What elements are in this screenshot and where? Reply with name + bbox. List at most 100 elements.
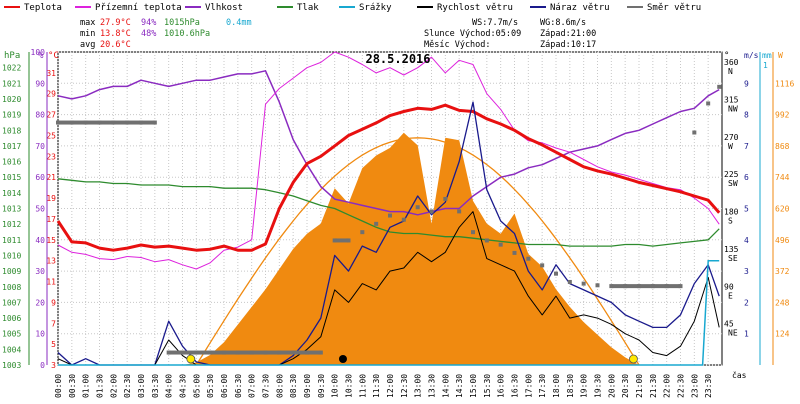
celsius-tick-label: 7 (51, 319, 56, 328)
celsius-tick-label: 31 (46, 69, 56, 78)
wind-tick-label: 1 (744, 330, 749, 339)
percent-tick-label: 100 (31, 48, 46, 57)
percent-tick-label: 70 (35, 142, 45, 151)
legend-label-hum: Vlhkost (205, 3, 243, 13)
info-wind-speed: WS:7.7m/s (472, 18, 518, 28)
celsius-tick-label: 27 (46, 111, 56, 120)
hpa-tick-label: 1018 (2, 126, 21, 135)
x-tick-label: 15:00 (469, 374, 478, 398)
celsius-tick-label: 17 (46, 215, 56, 224)
wind-direction-point (581, 281, 586, 286)
x-tick-label: 18:00 (552, 374, 561, 398)
stat-min-pressure: 1010.6hPa (164, 29, 210, 39)
direction-tick-label: NE (728, 329, 738, 338)
hpa-tick-label: 1004 (2, 345, 21, 354)
x-tick-label: 17:00 (524, 374, 533, 398)
wind-direction-point (457, 209, 462, 214)
x-tick-label: 18:30 (566, 374, 575, 398)
direction-tick-label: S (728, 217, 733, 226)
percent-tick-label: 0 (40, 361, 45, 370)
moon-marker (338, 355, 347, 363)
x-tick-label: 07:00 (248, 374, 257, 398)
direction-tick-value: 45 (724, 320, 734, 329)
temperature-line (56, 103, 721, 252)
wind-tick-label: 8 (744, 111, 749, 120)
direction-tick-value: 225 (724, 170, 739, 179)
x-tick-label: 13:00 (414, 374, 423, 398)
stat-max-rain: 0.4mm (226, 18, 252, 28)
solar-area (182, 132, 639, 365)
percent-tick-label: 40 (35, 236, 45, 245)
hpa-tick-label: 1020 (2, 95, 21, 104)
wind-direction-point (484, 238, 489, 243)
rain-line (58, 259, 720, 366)
x-tick-label: 20:30 (621, 374, 630, 398)
celsius-tick-label: 19 (46, 194, 56, 203)
direction-tick-label: NW (728, 104, 738, 113)
hpa-tick-label: 1017 (2, 142, 21, 151)
x-tick-label: 04:00 (165, 374, 174, 398)
hpa-tick-label: 1007 (2, 298, 21, 307)
x-tick-label: 11:30 (372, 374, 381, 398)
solar-tick-label: 620 (775, 205, 790, 214)
hpa-tick-label: 1014 (2, 189, 21, 198)
wind-direction-point (526, 256, 531, 261)
wind-direction-point (692, 130, 697, 135)
wind-direction-point (346, 238, 351, 243)
percent-tick-label: 80 (35, 111, 45, 120)
wind-speed-line (57, 211, 720, 366)
solar-tick-label: 248 (775, 298, 790, 307)
x-tick-label: 01:30 (96, 374, 105, 398)
info-wind-gust: WG:8.6m/s (540, 18, 586, 28)
x-tick-label: 09:00 (303, 374, 312, 398)
wind-direction-point (152, 120, 157, 125)
x-tick-label: 12:30 (400, 374, 409, 398)
x-tick-label: 05:30 (206, 374, 215, 398)
stat-min-temp: 13.8°C (100, 29, 131, 39)
direction-tick-value: 315 (724, 95, 739, 104)
hpa-tick-label: 1021 (2, 79, 21, 88)
wind-direction-point (706, 101, 711, 106)
celsius-tick-label: 9 (51, 298, 56, 307)
wind-tick-label: 6 (744, 173, 749, 182)
x-tick-label: 08:30 (289, 374, 298, 398)
x-tick-label: 22:30 (677, 374, 686, 398)
x-tick-label: 16:30 (511, 374, 520, 398)
wind-direction-point (554, 271, 558, 276)
solar-tick-label: 744 (775, 173, 790, 182)
x-tick-label: 17:30 (538, 374, 547, 398)
percent-tick-label: 50 (35, 205, 45, 214)
x-tick-label: 11:00 (358, 374, 367, 398)
hpa-tick-label: 1003 (2, 361, 21, 370)
wind-direction-point (125, 120, 130, 125)
wind-direction-point (429, 209, 434, 214)
solar-max-curve (195, 137, 640, 366)
x-tick-label: 09:30 (317, 374, 326, 398)
hpa-tick-label: 1011 (2, 236, 21, 245)
wind-direction-point (388, 213, 392, 218)
legend-label-gust: Náraz větru (550, 3, 610, 13)
x-tick-label: 23:30 (704, 374, 713, 398)
x-tick-label: 21:30 (649, 374, 658, 398)
x-tick-label: 05:00 (192, 374, 201, 398)
humidity-line (57, 70, 720, 216)
wind-gust-line (57, 101, 720, 366)
celsius-tick-label: 23 (46, 152, 56, 161)
x-tick-label: 00:00 (54, 374, 63, 398)
wind-axis-unit: m/s (744, 51, 759, 60)
percent-tick-label: 90 (35, 79, 45, 88)
x-tick-label: 12:00 (386, 374, 395, 398)
wind-direction-point (595, 283, 600, 288)
stat-max-label: max (80, 18, 95, 28)
hpa-tick-label: 1022 (2, 64, 21, 73)
legend-label-temp: Teplota (24, 3, 62, 13)
wind-tick-label: 7 (744, 142, 749, 151)
hpa-tick-label: 1019 (2, 111, 21, 120)
x-tick-label: 14:00 (441, 374, 450, 398)
stat-avg-label: avg (80, 40, 95, 50)
wind-direction-point (443, 196, 448, 201)
legend-label-rain: Srážky (359, 3, 392, 13)
sun-marker (186, 354, 196, 364)
direction-tick-value: 360 (724, 58, 739, 67)
